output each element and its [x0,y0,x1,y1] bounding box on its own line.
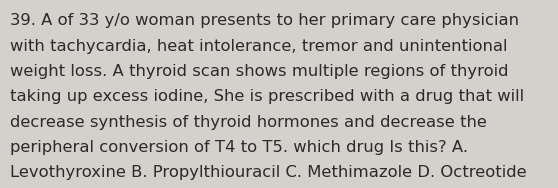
Text: 39. A of 33 y/o woman presents to her primary care physician: 39. A of 33 y/o woman presents to her pr… [10,13,519,28]
Text: taking up excess iodine, She is prescribed with a drug that will: taking up excess iodine, She is prescrib… [10,89,524,104]
Text: peripheral conversion of T4 to T5. which drug Is this? A.: peripheral conversion of T4 to T5. which… [10,140,468,155]
Text: Levothyroxine B. Propylthiouracil C. Methimazole D. Octreotide: Levothyroxine B. Propylthiouracil C. Met… [10,165,527,180]
Text: decrease synthesis of thyroid hormones and decrease the: decrease synthesis of thyroid hormones a… [10,115,487,130]
Text: weight loss. A thyroid scan shows multiple regions of thyroid: weight loss. A thyroid scan shows multip… [10,64,508,79]
Text: with tachycardia, heat intolerance, tremor and unintentional: with tachycardia, heat intolerance, trem… [10,39,508,54]
